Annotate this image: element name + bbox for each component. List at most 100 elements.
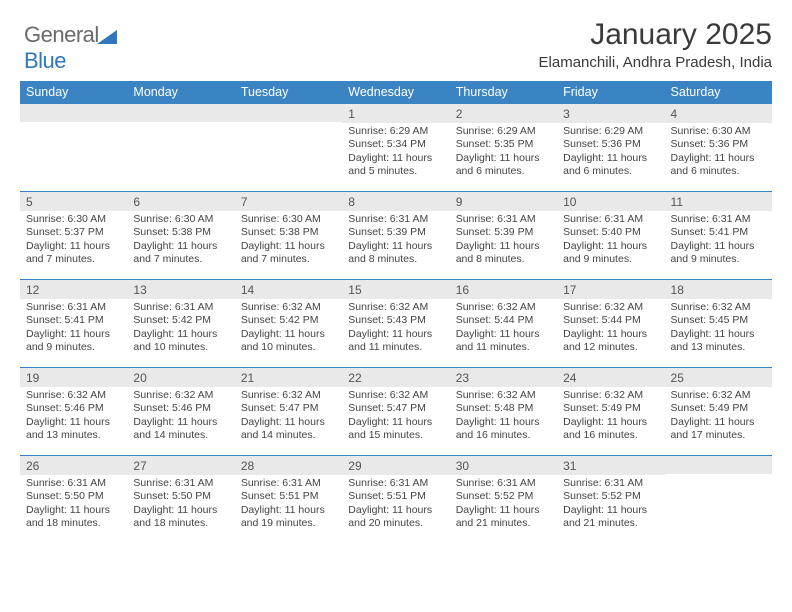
calendar-cell: 25Sunrise: 6:32 AMSunset: 5:49 PMDayligh…	[665, 368, 772, 456]
sunrise-text: Sunrise: 6:30 AM	[26, 213, 121, 226]
day-details: Sunrise: 6:32 AMSunset: 5:44 PMDaylight:…	[450, 299, 557, 359]
day-number: 21	[235, 368, 342, 387]
sunrise-text: Sunrise: 6:31 AM	[563, 477, 658, 490]
sunset-text: Sunset: 5:43 PM	[348, 314, 443, 327]
calendar-cell: 13Sunrise: 6:31 AMSunset: 5:42 PMDayligh…	[127, 280, 234, 368]
sunrise-text: Sunrise: 6:31 AM	[133, 477, 228, 490]
sunrise-text: Sunrise: 6:32 AM	[133, 389, 228, 402]
sunrise-text: Sunrise: 6:32 AM	[241, 389, 336, 402]
sunrise-text: Sunrise: 6:32 AM	[563, 389, 658, 402]
calendar-cell: 20Sunrise: 6:32 AMSunset: 5:46 PMDayligh…	[127, 368, 234, 456]
calendar-cell: 10Sunrise: 6:31 AMSunset: 5:40 PMDayligh…	[557, 192, 664, 280]
header: January 2025 Elamanchili, Andhra Pradesh…	[20, 18, 772, 71]
sunrise-text: Sunrise: 6:32 AM	[671, 389, 766, 402]
daylight-text: Daylight: 11 hours and 8 minutes.	[348, 240, 443, 267]
calendar-cell: 17Sunrise: 6:32 AMSunset: 5:44 PMDayligh…	[557, 280, 664, 368]
day-number: 6	[127, 192, 234, 211]
location-label: Elamanchili, Andhra Pradesh, India	[20, 54, 772, 71]
page-title: January 2025	[20, 18, 772, 52]
day-details: Sunrise: 6:31 AMSunset: 5:40 PMDaylight:…	[557, 211, 664, 271]
day-number	[235, 104, 342, 122]
sunset-text: Sunset: 5:38 PM	[241, 226, 336, 239]
daylight-text: Daylight: 11 hours and 8 minutes.	[456, 240, 551, 267]
calendar-cell: 18Sunrise: 6:32 AMSunset: 5:45 PMDayligh…	[665, 280, 772, 368]
day-details: Sunrise: 6:31 AMSunset: 5:41 PMDaylight:…	[665, 211, 772, 271]
calendar-cell: 29Sunrise: 6:31 AMSunset: 5:51 PMDayligh…	[342, 456, 449, 544]
calendar-cell: 27Sunrise: 6:31 AMSunset: 5:50 PMDayligh…	[127, 456, 234, 544]
day-number: 4	[665, 104, 772, 123]
daylight-text: Daylight: 11 hours and 15 minutes.	[348, 416, 443, 443]
day-number	[665, 456, 772, 474]
daylight-text: Daylight: 11 hours and 6 minutes.	[563, 152, 658, 179]
calendar-cell: 12Sunrise: 6:31 AMSunset: 5:41 PMDayligh…	[20, 280, 127, 368]
sunset-text: Sunset: 5:50 PM	[133, 490, 228, 503]
calendar-cell	[20, 104, 127, 192]
day-number: 5	[20, 192, 127, 211]
sunset-text: Sunset: 5:37 PM	[26, 226, 121, 239]
sunrise-text: Sunrise: 6:32 AM	[241, 301, 336, 314]
calendar-cell: 9Sunrise: 6:31 AMSunset: 5:39 PMDaylight…	[450, 192, 557, 280]
sunset-text: Sunset: 5:41 PM	[26, 314, 121, 327]
day-details: Sunrise: 6:30 AMSunset: 5:38 PMDaylight:…	[235, 211, 342, 271]
weekday-header: Saturday	[665, 81, 772, 104]
day-number: 10	[557, 192, 664, 211]
day-details: Sunrise: 6:31 AMSunset: 5:51 PMDaylight:…	[235, 475, 342, 535]
sunrise-text: Sunrise: 6:31 AM	[563, 213, 658, 226]
day-details: Sunrise: 6:32 AMSunset: 5:46 PMDaylight:…	[127, 387, 234, 447]
day-details: Sunrise: 6:30 AMSunset: 5:38 PMDaylight:…	[127, 211, 234, 271]
day-number: 2	[450, 104, 557, 123]
day-number: 12	[20, 280, 127, 299]
day-details: Sunrise: 6:32 AMSunset: 5:47 PMDaylight:…	[235, 387, 342, 447]
day-number: 16	[450, 280, 557, 299]
sunset-text: Sunset: 5:52 PM	[563, 490, 658, 503]
day-details: Sunrise: 6:32 AMSunset: 5:43 PMDaylight:…	[342, 299, 449, 359]
daylight-text: Daylight: 11 hours and 7 minutes.	[133, 240, 228, 267]
day-details: Sunrise: 6:32 AMSunset: 5:45 PMDaylight:…	[665, 299, 772, 359]
calendar-cell: 14Sunrise: 6:32 AMSunset: 5:42 PMDayligh…	[235, 280, 342, 368]
sunrise-text: Sunrise: 6:31 AM	[241, 477, 336, 490]
day-number: 18	[665, 280, 772, 299]
day-number: 31	[557, 456, 664, 475]
day-details: Sunrise: 6:31 AMSunset: 5:50 PMDaylight:…	[127, 475, 234, 535]
day-details: Sunrise: 6:32 AMSunset: 5:48 PMDaylight:…	[450, 387, 557, 447]
weekday-header-row: Sunday Monday Tuesday Wednesday Thursday…	[20, 81, 772, 104]
weekday-header: Sunday	[20, 81, 127, 104]
sunrise-text: Sunrise: 6:30 AM	[241, 213, 336, 226]
calendar-cell	[235, 104, 342, 192]
sunset-text: Sunset: 5:51 PM	[241, 490, 336, 503]
daylight-text: Daylight: 11 hours and 7 minutes.	[26, 240, 121, 267]
day-number: 3	[557, 104, 664, 123]
sunrise-text: Sunrise: 6:29 AM	[456, 125, 551, 138]
sunrise-text: Sunrise: 6:31 AM	[348, 477, 443, 490]
sunset-text: Sunset: 5:39 PM	[348, 226, 443, 239]
day-number	[20, 104, 127, 122]
day-number: 1	[342, 104, 449, 123]
sunrise-text: Sunrise: 6:31 AM	[456, 213, 551, 226]
sunrise-text: Sunrise: 6:32 AM	[456, 389, 551, 402]
sunset-text: Sunset: 5:44 PM	[563, 314, 658, 327]
sunset-text: Sunset: 5:34 PM	[348, 138, 443, 151]
calendar-cell: 30Sunrise: 6:31 AMSunset: 5:52 PMDayligh…	[450, 456, 557, 544]
day-number: 13	[127, 280, 234, 299]
daylight-text: Daylight: 11 hours and 9 minutes.	[563, 240, 658, 267]
day-details: Sunrise: 6:31 AMSunset: 5:52 PMDaylight:…	[450, 475, 557, 535]
daylight-text: Daylight: 11 hours and 18 minutes.	[133, 504, 228, 531]
weekday-header: Tuesday	[235, 81, 342, 104]
daylight-text: Daylight: 11 hours and 18 minutes.	[26, 504, 121, 531]
daylight-text: Daylight: 11 hours and 11 minutes.	[348, 328, 443, 355]
sunset-text: Sunset: 5:38 PM	[133, 226, 228, 239]
calendar-cell: 5 Sunrise: 6:30 AMSunset: 5:37 PMDaylight…	[20, 192, 127, 280]
day-number: 17	[557, 280, 664, 299]
sunset-text: Sunset: 5:36 PM	[671, 138, 766, 151]
calendar-cell: 7Sunrise: 6:30 AMSunset: 5:38 PMDaylight…	[235, 192, 342, 280]
day-details: Sunrise: 6:32 AMSunset: 5:49 PMDaylight:…	[557, 387, 664, 447]
day-details: Sunrise: 6:31 AMSunset: 5:51 PMDaylight:…	[342, 475, 449, 535]
logo-triangle-icon	[97, 30, 117, 44]
calendar-cell	[665, 456, 772, 544]
day-number: 29	[342, 456, 449, 475]
calendar-cell: 8Sunrise: 6:31 AMSunset: 5:39 PMDaylight…	[342, 192, 449, 280]
day-number: 24	[557, 368, 664, 387]
sunset-text: Sunset: 5:49 PM	[563, 402, 658, 415]
day-number: 15	[342, 280, 449, 299]
sunset-text: Sunset: 5:42 PM	[133, 314, 228, 327]
